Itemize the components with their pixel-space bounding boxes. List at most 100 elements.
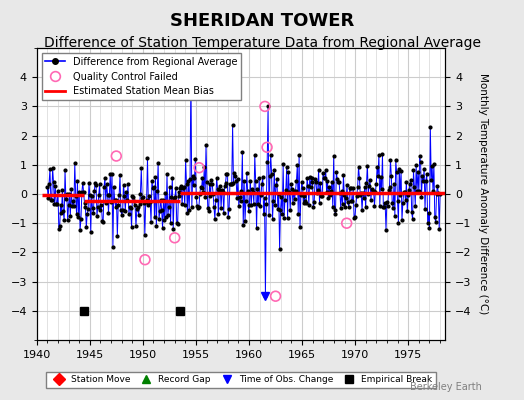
Point <box>413 187 421 194</box>
Point <box>213 186 222 192</box>
Point <box>198 175 206 181</box>
Point <box>401 197 410 204</box>
Point <box>349 185 357 192</box>
Point <box>67 186 75 192</box>
Point <box>345 185 354 192</box>
Point <box>347 198 356 205</box>
Point <box>304 183 312 190</box>
Point <box>416 153 424 160</box>
Point <box>172 184 180 191</box>
Point <box>133 206 141 212</box>
Point <box>132 223 140 229</box>
Point <box>283 214 292 221</box>
Point <box>263 158 271 165</box>
Point <box>258 180 266 187</box>
Point <box>363 162 372 169</box>
Point <box>166 184 174 190</box>
Point <box>435 226 443 232</box>
Point <box>405 187 413 194</box>
Point <box>422 171 431 177</box>
Point <box>322 189 331 195</box>
Point <box>154 160 162 166</box>
Point <box>432 190 441 197</box>
Point <box>285 189 293 196</box>
Point <box>237 188 246 194</box>
Point <box>322 166 330 173</box>
Point <box>167 194 176 200</box>
Point <box>230 179 238 186</box>
Point <box>273 176 281 182</box>
Point <box>387 173 396 179</box>
Point <box>126 204 134 210</box>
Point <box>264 103 272 110</box>
Point <box>163 212 172 218</box>
Point <box>236 198 245 204</box>
Point <box>291 187 300 194</box>
Text: SHERIDAN TOWER: SHERIDAN TOWER <box>170 12 354 30</box>
Point <box>404 192 412 198</box>
Point <box>354 184 362 190</box>
Point <box>368 189 377 196</box>
Point <box>317 193 325 199</box>
Point <box>52 200 60 207</box>
Point <box>165 204 173 210</box>
Point <box>354 164 363 170</box>
Point <box>372 181 380 187</box>
Point <box>106 171 114 178</box>
Point <box>83 211 91 217</box>
Point <box>84 206 92 212</box>
Point <box>312 179 320 185</box>
Point <box>59 208 68 214</box>
Point <box>171 194 179 200</box>
Point <box>70 203 78 209</box>
Point <box>275 190 283 197</box>
Point <box>281 197 289 204</box>
Point <box>355 174 364 181</box>
Point <box>353 193 361 200</box>
Point <box>115 192 123 198</box>
Point <box>382 226 390 233</box>
Point <box>277 194 286 200</box>
Point <box>103 192 112 198</box>
Point <box>386 156 395 163</box>
Point <box>379 204 388 210</box>
Point <box>66 212 74 219</box>
Point <box>337 188 346 194</box>
Point <box>368 186 376 192</box>
Point <box>231 173 239 179</box>
Point <box>342 195 351 201</box>
Point <box>325 184 333 190</box>
Point <box>399 200 407 206</box>
Point <box>366 177 374 184</box>
Point <box>141 198 150 205</box>
Point <box>308 178 316 185</box>
Point <box>307 184 315 190</box>
Point <box>146 199 155 205</box>
Point <box>240 177 248 184</box>
Point <box>122 189 130 196</box>
Point <box>343 182 351 188</box>
Point <box>62 196 70 203</box>
Point <box>157 196 165 203</box>
Point <box>268 216 277 222</box>
Point <box>56 222 64 229</box>
Point <box>90 187 99 194</box>
Point <box>249 188 257 195</box>
Point <box>383 198 391 205</box>
Point <box>247 202 255 208</box>
Point <box>201 194 209 200</box>
Point <box>293 162 301 168</box>
Point <box>299 200 308 207</box>
Point <box>394 198 402 204</box>
Point <box>381 200 389 206</box>
Point <box>47 196 55 203</box>
Point <box>266 173 274 180</box>
Point <box>392 169 401 175</box>
Point <box>309 204 318 210</box>
Point <box>107 199 115 205</box>
Point <box>326 192 334 198</box>
Point <box>135 212 143 218</box>
Point <box>89 210 97 216</box>
Point <box>203 178 211 185</box>
Point <box>257 191 265 198</box>
